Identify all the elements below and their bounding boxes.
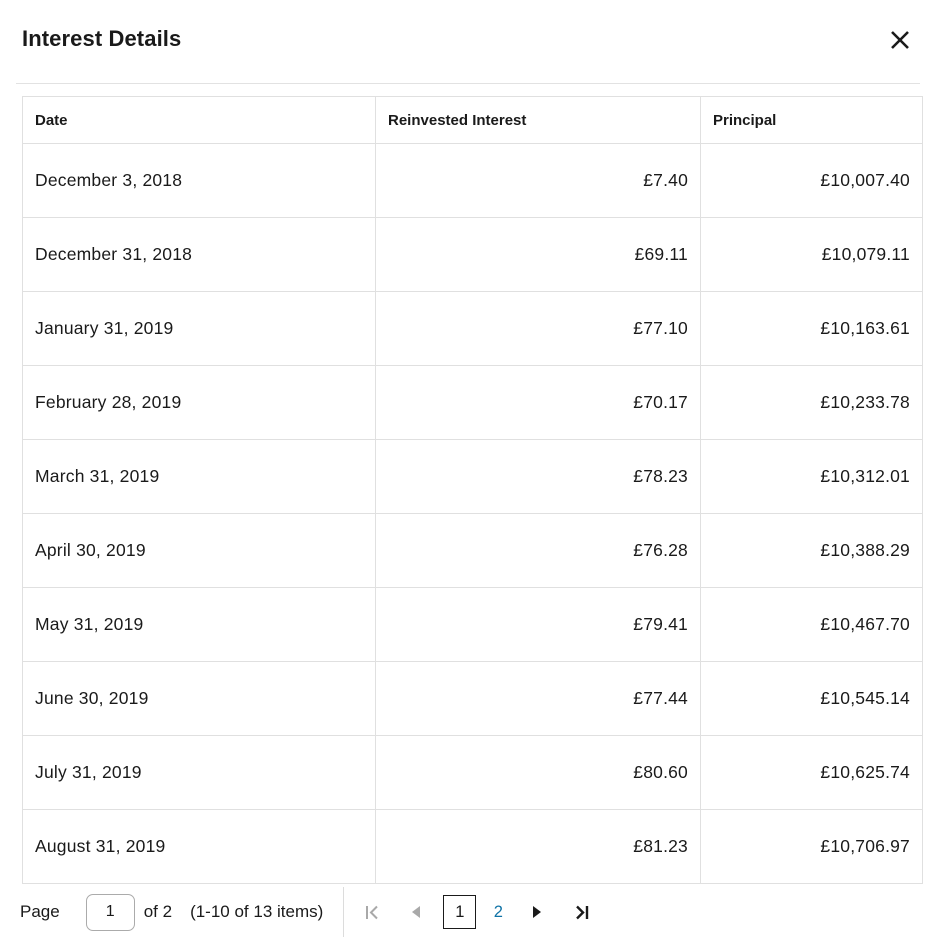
current-page-indicator[interactable]: 1 [443, 895, 477, 929]
pagination-nav: 1 2 [350, 892, 603, 932]
principal-cell: £10,706.97 [700, 809, 923, 884]
table-row: January 31, 2019 £77.10 £10,163.61 [22, 291, 923, 366]
date-cell: March 31, 2019 [22, 439, 376, 514]
close-icon [886, 26, 914, 54]
previous-page-icon [410, 905, 422, 919]
date-cell: August 31, 2019 [22, 809, 376, 884]
modal-header: Interest Details [0, 0, 936, 83]
first-page-icon [363, 903, 382, 922]
first-page-button[interactable] [350, 892, 394, 932]
table-row: December 31, 2018 £69.11 £10,079.11 [22, 217, 923, 292]
principal-cell: £10,625.74 [700, 735, 923, 810]
page-of-label: of 2 [143, 902, 173, 921]
last-page-icon [572, 903, 591, 922]
interest-table: Date Reinvested Interest Principal Decem… [22, 96, 923, 884]
table-row: May 31, 2019 £79.41 £10,467.70 [22, 587, 923, 662]
interest-cell: £7.40 [375, 143, 701, 218]
interest-cell: £78.23 [375, 439, 701, 514]
header-divider [16, 83, 920, 84]
table-row: February 28, 2019 £70.17 £10,233.78 [22, 365, 923, 440]
date-cell: January 31, 2019 [22, 291, 376, 366]
principal-cell: £10,233.78 [700, 365, 923, 440]
date-cell: December 31, 2018 [22, 217, 376, 292]
date-cell: June 30, 2019 [22, 661, 376, 736]
interest-cell: £69.11 [375, 217, 701, 292]
principal-cell: £10,007.40 [700, 143, 923, 218]
page-number-input[interactable] [85, 893, 135, 931]
page-label: Page [20, 902, 60, 921]
principal-cell: £10,545.14 [700, 661, 923, 736]
principal-cell: £10,467.70 [700, 587, 923, 662]
date-cell: December 3, 2018 [22, 143, 376, 218]
table-row: December 3, 2018 £7.40 £10,007.40 [22, 143, 923, 218]
principal-cell: £10,388.29 [700, 513, 923, 588]
date-cell: April 30, 2019 [22, 513, 376, 588]
principal-cell: £10,312.01 [700, 439, 923, 514]
next-page-button[interactable] [515, 892, 559, 932]
table-row: July 31, 2019 £80.60 £10,625.74 [22, 735, 923, 810]
next-page-icon [531, 905, 543, 919]
table-header-row: Date Reinvested Interest Principal [22, 96, 923, 144]
date-cell: July 31, 2019 [22, 735, 376, 810]
table-row: June 30, 2019 £77.44 £10,545.14 [22, 661, 923, 736]
table-row: April 30, 2019 £76.28 £10,388.29 [22, 513, 923, 588]
table-row: August 31, 2019 £81.23 £10,706.97 [22, 809, 923, 884]
items-range-label: (1-10 of 13 items) [190, 902, 324, 921]
pagination-bar: Page of 2 (1-10 of 13 items) 1 2 [0, 884, 936, 940]
table-row: March 31, 2019 £78.23 £10,312.01 [22, 439, 923, 514]
previous-page-button[interactable] [394, 892, 438, 932]
interest-cell: £79.41 [375, 587, 701, 662]
column-header-date: Date [22, 96, 376, 144]
date-cell: May 31, 2019 [22, 587, 376, 662]
interest-cell: £70.17 [375, 365, 701, 440]
close-button[interactable] [882, 22, 918, 58]
column-header-reinvested-interest: Reinvested Interest [375, 96, 701, 144]
interest-cell: £77.10 [375, 291, 701, 366]
interest-cell: £77.44 [375, 661, 701, 736]
interest-cell: £80.60 [375, 735, 701, 810]
last-page-button[interactable] [559, 892, 603, 932]
interest-cell: £81.23 [375, 809, 701, 884]
principal-cell: £10,163.61 [700, 291, 923, 366]
date-cell: February 28, 2019 [22, 365, 376, 440]
interest-cell: £76.28 [375, 513, 701, 588]
column-header-principal: Principal [700, 96, 923, 144]
pagination-divider [343, 887, 345, 937]
page-title: Interest Details [22, 25, 182, 51]
page-2-link[interactable]: 2 [481, 895, 515, 929]
principal-cell: £10,079.11 [700, 217, 923, 292]
